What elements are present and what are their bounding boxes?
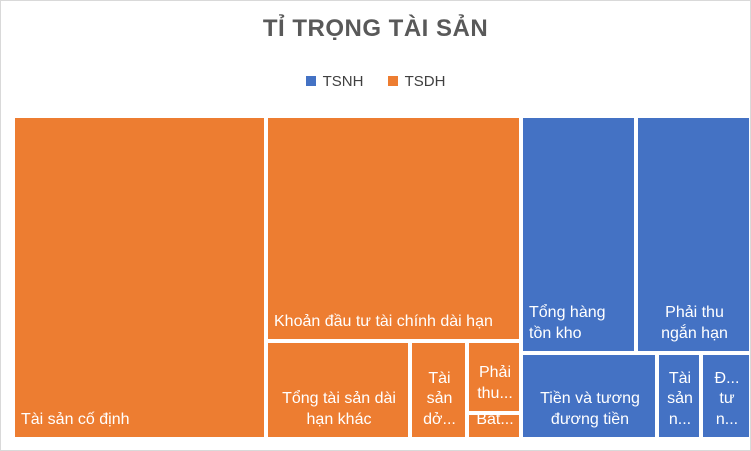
treemap-tile: Tổng tài sản dài hạn khác bbox=[266, 341, 410, 439]
treemap-tile-label: Tổng tài sản dài hạn khác bbox=[282, 390, 396, 429]
treemap-tile: Tài sản cố định bbox=[13, 116, 266, 439]
chart-title: TỈ TRỌNG TÀI SẢN bbox=[262, 15, 489, 42]
treemap-tile-label: Khoản đầu tư tài chính dài hạn bbox=[274, 313, 493, 331]
treemap-tile: Khoản đầu tư tài chính dài hạn bbox=[266, 116, 521, 341]
treemap-tile: Phải thu... bbox=[467, 341, 521, 413]
treemap-tile: Tài sản dở... bbox=[410, 341, 467, 439]
treemap-tile-label: Đ... tư n... bbox=[714, 369, 740, 429]
treemap-tile-label: Phải thu... bbox=[477, 364, 513, 403]
legend-label-tsnh: TSNH bbox=[322, 73, 364, 90]
treemap-tile: Tiền và tương đương tiền bbox=[521, 353, 657, 439]
treemap-tile-label: Tổng hàng tồn kho bbox=[529, 304, 606, 343]
treemap-tile: Tài sản n... bbox=[657, 353, 701, 439]
chart-legend: TSNH TSDH bbox=[1, 73, 750, 90]
legend-item-tsnh: TSNH bbox=[305, 73, 364, 90]
treemap-tile: Tổng hàng tồn kho bbox=[521, 116, 636, 353]
treemap-tile-label: Tài sản dở... bbox=[423, 369, 456, 429]
treemap-tile-label: Phải thu ngắn hạn bbox=[661, 304, 728, 343]
treemap-tile-label: Tài sản n... bbox=[667, 369, 693, 429]
treemap-tile-label: Tiền và tương đương tiền bbox=[540, 390, 640, 429]
treemap-tile-label: Tài sản cố định bbox=[21, 411, 130, 429]
legend-swatch-tsdh bbox=[387, 76, 398, 86]
treemap-tile: Phải thu ngắn hạn bbox=[636, 116, 750, 353]
treemap-tile: Bất... bbox=[467, 413, 521, 439]
treemap-tile: Đ... tư n... bbox=[701, 353, 750, 439]
legend-item-tsdh: TSDH bbox=[387, 73, 446, 90]
treemap-tile-label: Bất... bbox=[476, 413, 514, 429]
legend-label-tsdh: TSDH bbox=[404, 73, 446, 90]
legend-swatch-tsnh bbox=[305, 76, 316, 86]
